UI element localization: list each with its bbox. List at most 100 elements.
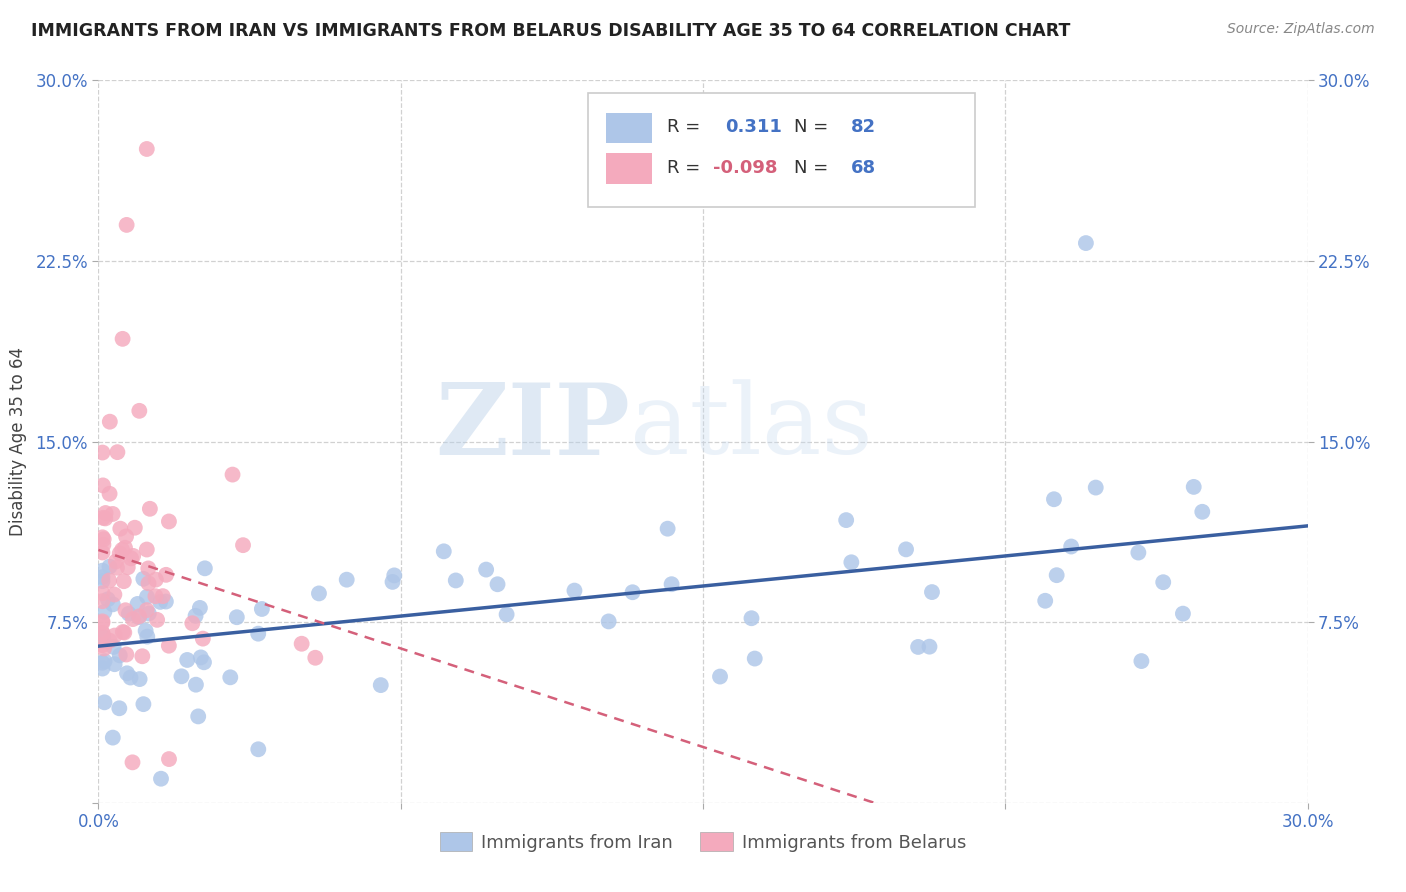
Point <box>121 612 143 626</box>
Point <box>115 666 138 681</box>
Point <box>157 639 180 653</box>
Point <box>139 501 162 516</box>
Point <box>104 554 127 568</box>
Point <box>91 626 114 640</box>
Point <box>187 709 209 723</box>
Point <box>135 542 157 557</box>
Point <box>91 656 114 670</box>
Point <box>135 142 157 156</box>
Point <box>918 640 941 654</box>
Point <box>104 628 127 642</box>
Point <box>128 404 150 418</box>
Point <box>136 630 159 644</box>
Point <box>94 506 117 520</box>
Point <box>1130 654 1153 668</box>
Point <box>136 561 159 575</box>
Point <box>219 670 242 684</box>
Point <box>93 532 115 546</box>
Point <box>108 648 131 663</box>
Text: 82: 82 <box>851 119 876 136</box>
Point <box>117 560 139 574</box>
Text: Source: ZipAtlas.com: Source: ZipAtlas.com <box>1227 22 1375 37</box>
Point <box>1182 480 1205 494</box>
Point <box>170 669 193 683</box>
Point <box>157 515 180 529</box>
Point <box>225 610 247 624</box>
Point <box>91 630 114 644</box>
Point <box>145 589 167 603</box>
Point <box>157 752 180 766</box>
Point <box>247 742 270 756</box>
Point <box>657 522 679 536</box>
Point <box>146 613 169 627</box>
Point <box>486 577 509 591</box>
Text: atlas: atlas <box>630 379 873 475</box>
FancyBboxPatch shape <box>588 93 976 207</box>
Point <box>122 549 145 563</box>
Point <box>135 603 157 617</box>
Point <box>132 697 155 711</box>
Point <box>91 661 114 675</box>
Point <box>121 756 143 770</box>
Point <box>91 615 114 629</box>
Point <box>149 595 172 609</box>
Point <box>291 637 314 651</box>
Point <box>91 615 114 630</box>
Point <box>907 640 929 654</box>
Point <box>114 603 136 617</box>
Point <box>91 511 114 525</box>
Point <box>433 544 456 558</box>
Point <box>194 561 217 575</box>
Point <box>101 731 124 745</box>
Point <box>250 602 273 616</box>
Point <box>191 632 214 646</box>
Text: ZIP: ZIP <box>436 378 630 475</box>
Point <box>835 513 858 527</box>
Point <box>103 640 125 654</box>
Point <box>564 583 586 598</box>
Point <box>1074 236 1097 251</box>
Point <box>336 573 359 587</box>
Point <box>91 564 114 578</box>
Y-axis label: Disability Age 35 to 64: Disability Age 35 to 64 <box>8 347 27 536</box>
Point <box>98 633 121 648</box>
Point <box>308 586 330 600</box>
Point <box>98 487 121 501</box>
Point <box>93 654 115 668</box>
Point <box>101 598 124 612</box>
Point <box>145 573 167 587</box>
Point <box>110 522 132 536</box>
Point <box>115 529 138 543</box>
Point <box>188 601 211 615</box>
Point <box>91 586 114 600</box>
Point <box>91 445 114 459</box>
Point <box>921 585 943 599</box>
Point <box>1033 594 1056 608</box>
Point <box>112 574 135 589</box>
Point <box>495 607 517 622</box>
Point <box>111 332 134 346</box>
Point <box>131 649 153 664</box>
Point <box>155 594 177 608</box>
Point <box>176 653 198 667</box>
Point <box>1043 492 1066 507</box>
Point <box>155 567 177 582</box>
Point <box>127 597 149 611</box>
Point <box>661 577 683 591</box>
Point <box>740 611 762 625</box>
Point <box>381 574 404 589</box>
Text: -0.098: -0.098 <box>713 160 778 178</box>
Point <box>184 678 207 692</box>
Point <box>132 572 155 586</box>
Point <box>370 678 392 692</box>
Point <box>91 530 114 544</box>
Point <box>91 626 114 640</box>
Point <box>112 625 135 640</box>
Point <box>150 772 173 786</box>
Point <box>93 538 115 552</box>
Point <box>98 574 121 588</box>
Point <box>894 542 917 557</box>
Point <box>91 570 114 584</box>
Point <box>1128 545 1150 559</box>
Point <box>444 574 467 588</box>
